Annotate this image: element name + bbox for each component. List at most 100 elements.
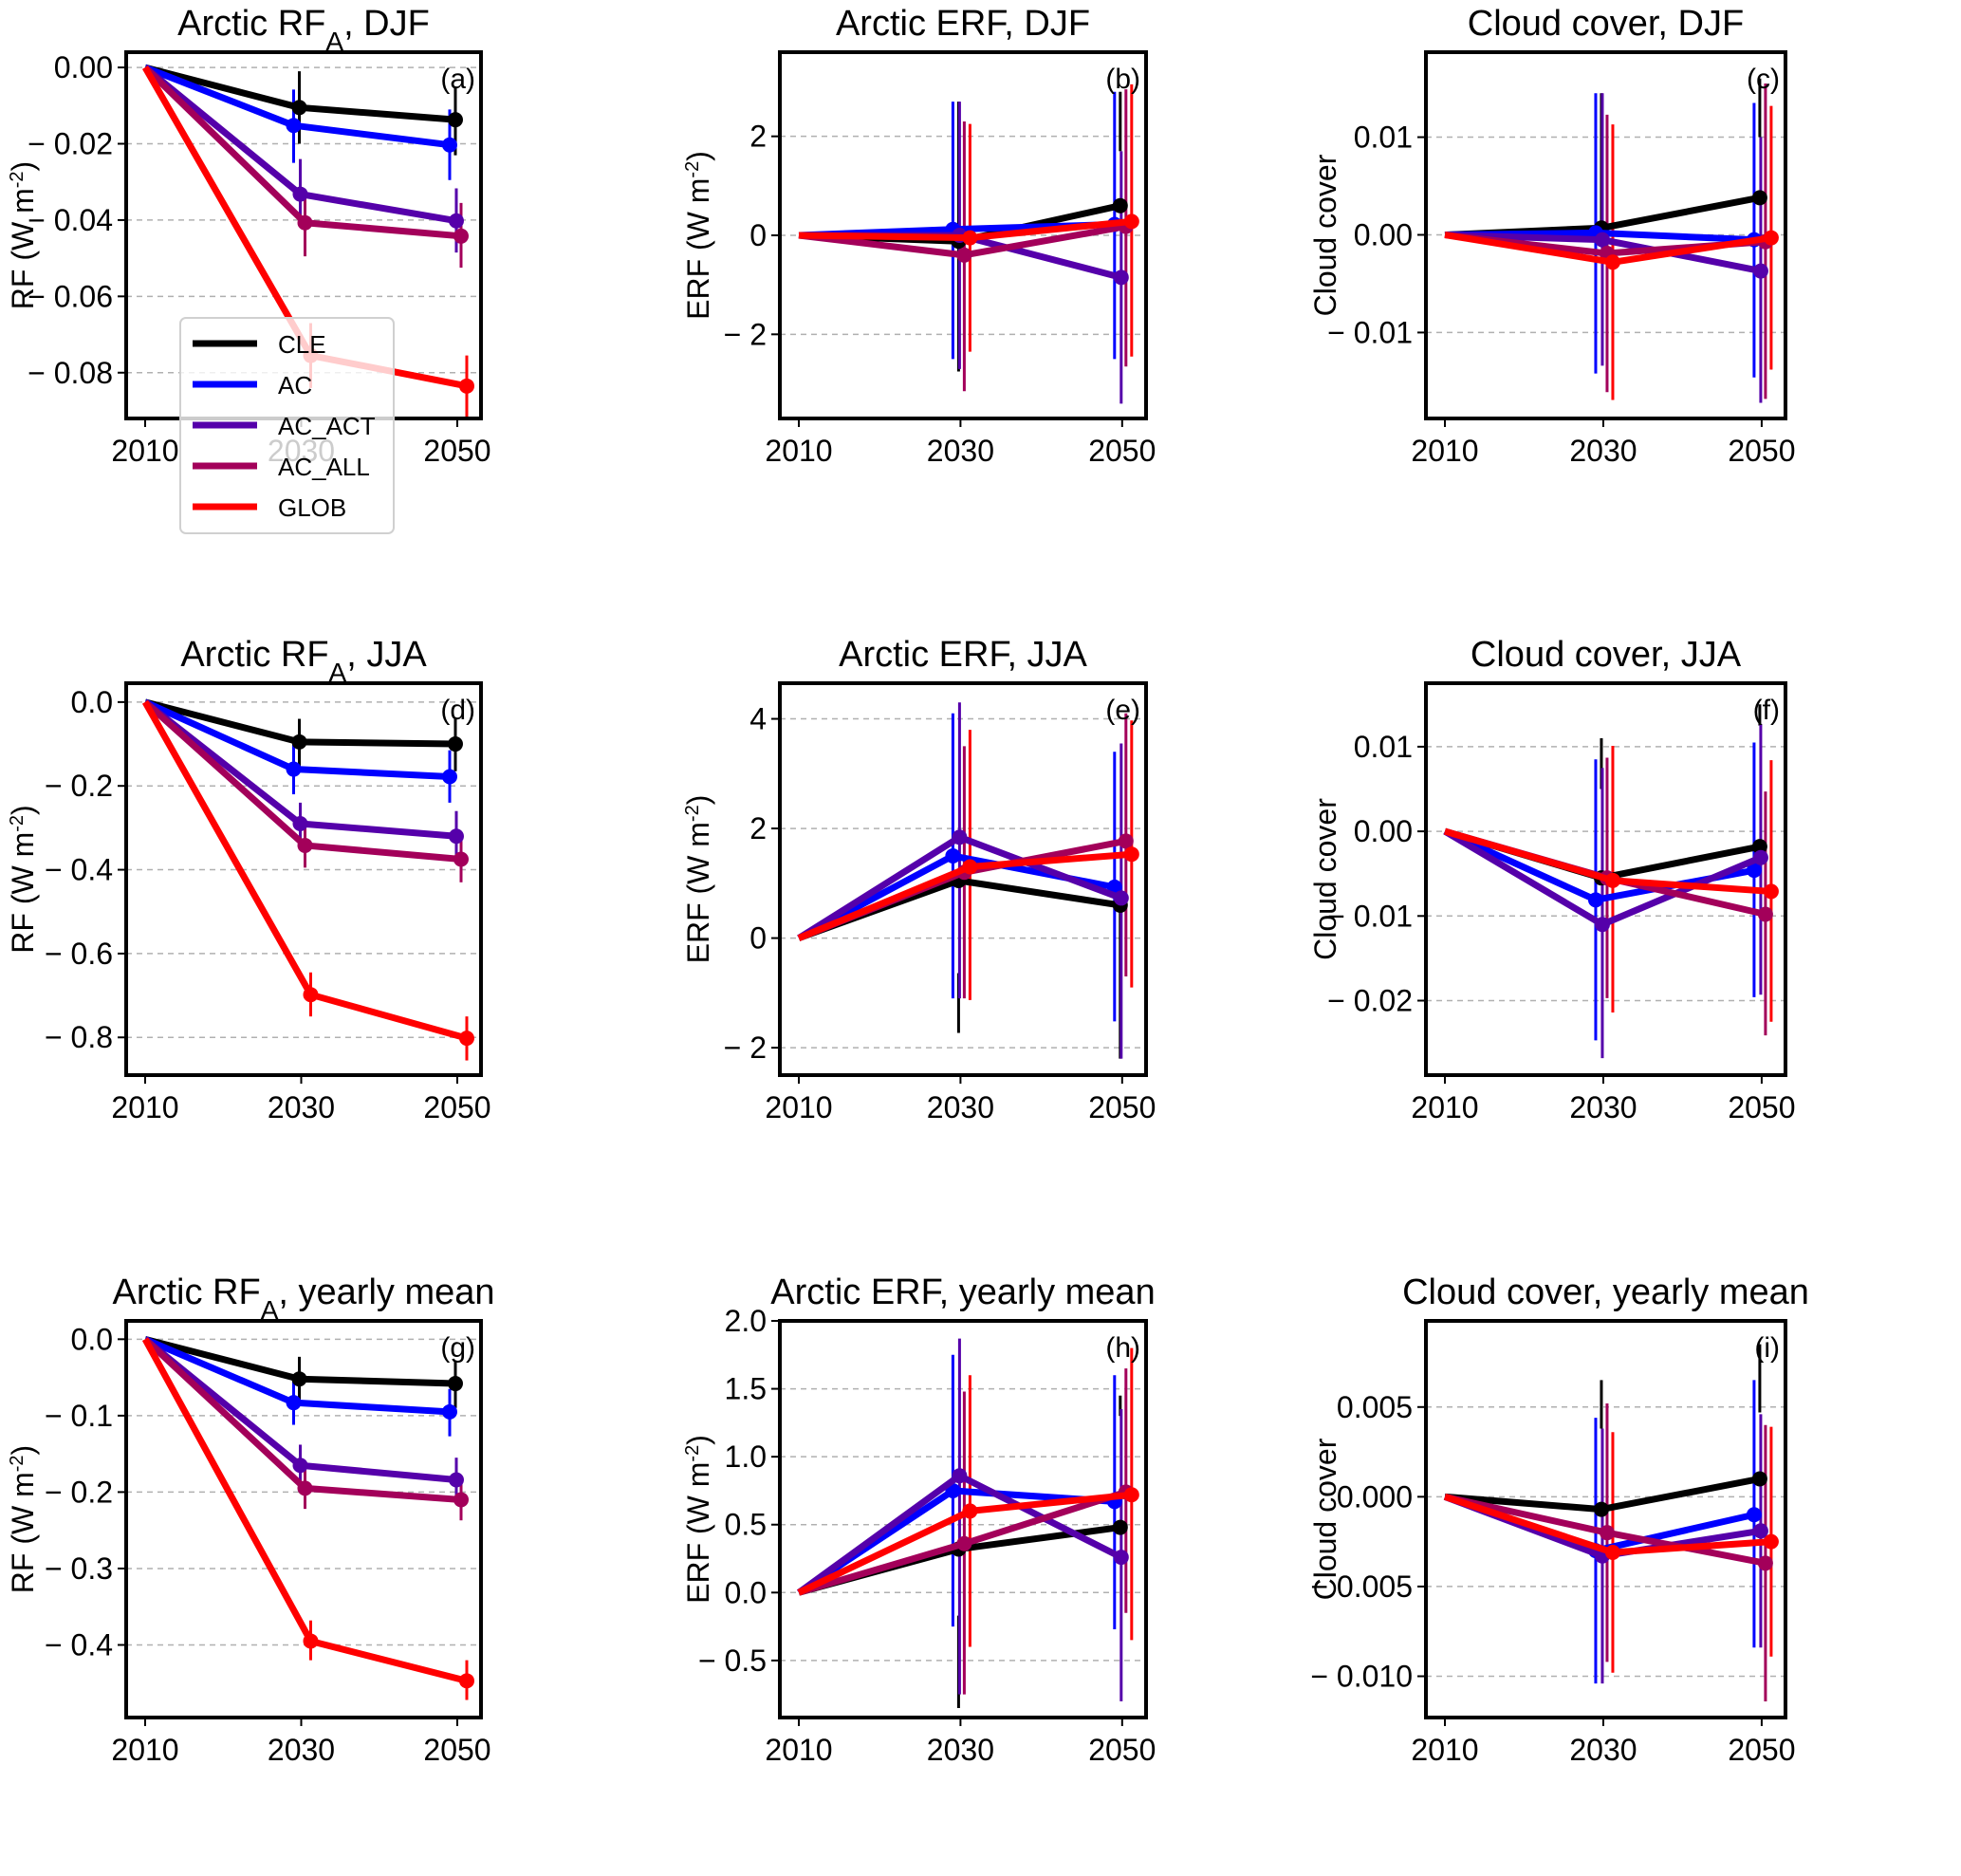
ylabel-superscript: -2 (7, 815, 28, 832)
data-point-ac (1587, 892, 1603, 908)
y-tick-label: − 0.01 (1327, 899, 1413, 933)
y-tick-label: 0.00 (1354, 217, 1413, 251)
title-main: Arctic ERF, JJA (839, 635, 1087, 675)
data-point-cle (291, 100, 307, 116)
y-tick-label: − 2 (724, 317, 767, 351)
data-point-ac-all (453, 851, 469, 867)
y-tick-label: 0.5 (725, 1508, 767, 1542)
data-point-ac (286, 1395, 302, 1411)
y-tick-label: − 0.2 (45, 769, 113, 803)
ylabel-superscript: -2 (682, 805, 703, 822)
y-tick-label: 1.0 (725, 1440, 767, 1474)
y-tick-label: − 0.3 (45, 1551, 113, 1586)
x-tick-label: 2050 (1088, 1733, 1156, 1767)
panel-label: (b) (1105, 64, 1140, 95)
x-tick-label: 2050 (1088, 434, 1156, 468)
data-point-ac-all (297, 1480, 313, 1496)
data-point-ac (286, 118, 302, 134)
panel-d: 0.0 − 0.2 − 0.4 − 0.6 − 0.8 2010 2030 2050 (d) Ar… (6, 635, 491, 1124)
y-tick-label: − 0.02 (28, 127, 113, 161)
data-point-cle (1112, 1519, 1128, 1535)
data-point-ac (441, 1403, 457, 1420)
data-point-ac-act (952, 829, 968, 845)
x-tick-label: 2010 (765, 1733, 832, 1767)
data-point-ac-all (297, 837, 313, 853)
ylabel-main: Cloud cover (1308, 1438, 1342, 1600)
title-suffix: , yearly mean (278, 1272, 494, 1312)
ylabel-main: RF (W m (6, 1472, 40, 1593)
data-point-ac-all (956, 1535, 972, 1551)
ylabel-end: ) (6, 1445, 40, 1456)
series-line-glob (141, 1337, 468, 1684)
ylabel-main: RF (W m (6, 188, 40, 309)
x-tick-label: 2050 (423, 434, 490, 468)
data-point-ac-act (292, 1458, 308, 1474)
x-tick-label: 2030 (1569, 1733, 1637, 1767)
title-main: Arctic ERF, yearly mean (770, 1272, 1155, 1312)
ylabel-end: ) (6, 161, 40, 172)
data-point-ac-act (448, 213, 464, 229)
legend: CLE AC AC_ACT AC_ALL GLOB (179, 317, 395, 534)
ylabel-superscript: -2 (7, 171, 28, 188)
title-main: Arctic RF (113, 1272, 261, 1312)
y-tick-label: 2 (749, 811, 767, 845)
panel-i: 0.005 0.000 − 0.005 − 0.010 2010 2030 2050 (i) C… (1308, 1272, 1809, 1767)
legend-box (179, 317, 395, 534)
panel-title: Arctic RFA, yearly mean (113, 1272, 495, 1325)
y-tick-label: − 0.01 (1327, 315, 1413, 349)
y-tick-label: 0.005 (1337, 1390, 1413, 1424)
data-point-ac-all (1757, 1555, 1773, 1571)
panel-g: 0.0 − 0.1 − 0.2 − 0.3 − 0.4 2010 2030 2050 (g) Ar… (6, 1272, 495, 1767)
data-point-ac (945, 847, 961, 864)
y-axis-label: RF (W m-2) (6, 805, 40, 953)
panel-title: Arctic ERF, DJF (836, 4, 1090, 44)
ylabel-main: ERF (W m (681, 178, 715, 320)
ylabel-superscript: -2 (7, 1455, 28, 1472)
y-tick-label: 4 (749, 702, 767, 736)
x-tick-label: 2010 (111, 1090, 178, 1124)
panel-label: (i) (1754, 1332, 1780, 1364)
data-point-ac-act (1113, 269, 1129, 286)
legend-label: GLOB (278, 493, 346, 522)
y-tick-label: − 0.4 (45, 1627, 113, 1662)
panel-label: (h) (1105, 1332, 1140, 1364)
y-tick-label: 0 (749, 921, 767, 956)
x-tick-label: 2010 (111, 434, 178, 468)
data-point-ac-act (1752, 849, 1768, 865)
data-point-ac (286, 761, 302, 777)
data-point-ac-act (1594, 232, 1610, 248)
data-point-ac-all (1757, 906, 1773, 922)
title-main: Cloud cover, yearly mean (1402, 1272, 1809, 1312)
x-tick-label: 2030 (1569, 1090, 1637, 1124)
data-point-glob (1604, 872, 1620, 888)
y-tick-label: − 0.005 (1310, 1570, 1413, 1604)
data-point-cle (291, 734, 307, 750)
panel-label: (f) (1753, 695, 1780, 726)
data-point-glob (458, 1673, 474, 1689)
y-tick-label: − 0.010 (1310, 1659, 1413, 1693)
ylabel-main: RF (W m (6, 832, 40, 954)
data-point-ac-act (292, 815, 308, 831)
x-tick-label: 2010 (111, 1733, 178, 1767)
x-tick-label: 2030 (927, 1733, 994, 1767)
axes-frame (778, 50, 1148, 420)
data-point-glob (962, 230, 978, 246)
data-point-cle (447, 112, 463, 128)
legend-label: AC_ALL (278, 453, 370, 481)
axes-frame (1424, 1319, 1787, 1719)
title-subscript: A (325, 27, 343, 56)
y-tick-label: 0.0 (725, 1575, 767, 1609)
panel-title: Arctic ERF, JJA (839, 635, 1087, 675)
panel-label: (d) (440, 695, 475, 726)
x-tick-label: 2010 (765, 1090, 832, 1124)
data-point-ac-act (1752, 1523, 1768, 1539)
ylabel-end: ) (681, 795, 715, 806)
y-tick-label: 0 (749, 218, 767, 252)
data-point-cle (1751, 190, 1767, 206)
data-point-glob (303, 987, 319, 1003)
x-tick-label: 2030 (927, 434, 994, 468)
x-tick-label: 2050 (1088, 1090, 1156, 1124)
y-tick-label: 0.000 (1337, 1479, 1413, 1514)
panel-title: Arctic ERF, yearly mean (770, 1272, 1155, 1312)
